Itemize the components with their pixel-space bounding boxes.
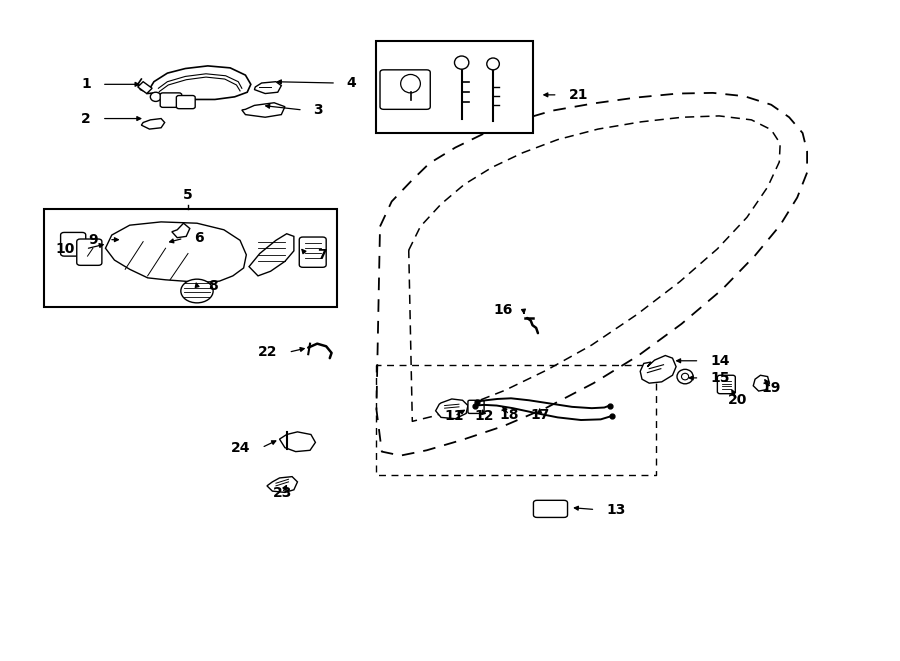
Text: 19: 19: [761, 381, 781, 395]
FancyBboxPatch shape: [717, 375, 735, 394]
FancyBboxPatch shape: [76, 239, 102, 265]
Ellipse shape: [400, 75, 420, 93]
FancyBboxPatch shape: [380, 70, 430, 109]
Ellipse shape: [454, 56, 469, 69]
Text: 16: 16: [493, 303, 513, 317]
Text: 5: 5: [183, 188, 193, 202]
Polygon shape: [141, 118, 165, 129]
Text: 23: 23: [273, 486, 292, 500]
FancyBboxPatch shape: [60, 233, 86, 256]
FancyBboxPatch shape: [468, 401, 484, 413]
Text: 14: 14: [710, 354, 730, 368]
Circle shape: [181, 279, 213, 303]
Polygon shape: [753, 375, 770, 391]
Text: 9: 9: [89, 233, 98, 247]
Polygon shape: [436, 399, 468, 418]
Text: 17: 17: [530, 408, 549, 422]
Text: 22: 22: [258, 345, 278, 359]
FancyBboxPatch shape: [160, 93, 182, 107]
Text: 4: 4: [346, 76, 356, 90]
FancyBboxPatch shape: [176, 96, 195, 108]
Text: 15: 15: [710, 371, 730, 385]
Polygon shape: [640, 356, 676, 383]
Polygon shape: [147, 66, 251, 99]
Text: 20: 20: [727, 393, 747, 407]
Text: 3: 3: [313, 103, 323, 117]
FancyBboxPatch shape: [300, 237, 326, 267]
Bar: [376, 41, 534, 133]
Polygon shape: [105, 222, 247, 282]
Text: 7: 7: [317, 248, 327, 262]
Polygon shape: [255, 82, 282, 94]
Ellipse shape: [150, 93, 161, 101]
Text: 21: 21: [569, 88, 588, 102]
Polygon shape: [280, 432, 315, 451]
FancyBboxPatch shape: [534, 500, 568, 518]
Text: 1: 1: [81, 77, 91, 91]
Ellipse shape: [681, 373, 688, 380]
Ellipse shape: [677, 369, 693, 384]
Ellipse shape: [487, 58, 500, 70]
Text: 12: 12: [474, 409, 494, 423]
Text: 24: 24: [231, 441, 251, 455]
Polygon shape: [249, 234, 294, 276]
Text: 8: 8: [208, 280, 218, 293]
Bar: [44, 209, 337, 307]
Polygon shape: [138, 82, 152, 94]
Polygon shape: [172, 223, 190, 238]
Polygon shape: [242, 102, 285, 117]
Text: 11: 11: [445, 409, 464, 423]
Text: 13: 13: [606, 502, 626, 516]
Text: 2: 2: [81, 112, 91, 126]
Text: 6: 6: [194, 231, 204, 245]
Text: 18: 18: [500, 408, 519, 422]
Text: 10: 10: [56, 242, 75, 256]
Polygon shape: [267, 477, 298, 492]
